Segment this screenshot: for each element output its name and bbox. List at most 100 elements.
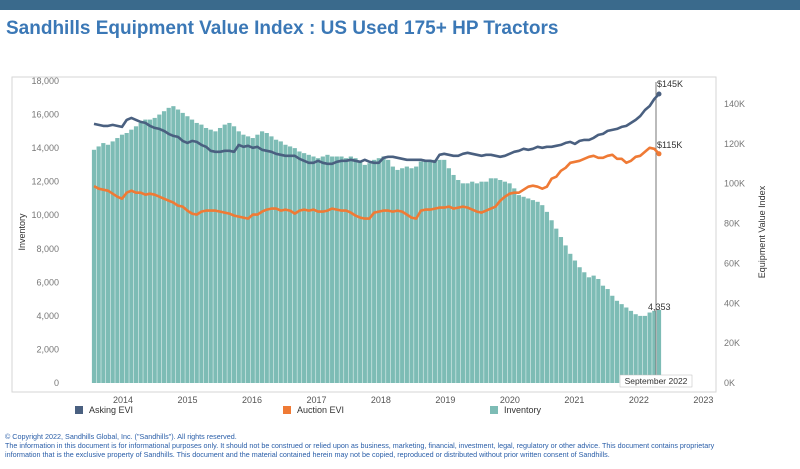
legend-inventory[interactable]: Inventory: [490, 405, 541, 415]
inventory-bar: [395, 169, 400, 383]
legend-asking-evi[interactable]: Asking EVI: [75, 405, 133, 415]
inventory-bar: [516, 195, 522, 383]
inventory-bar: [390, 166, 395, 383]
inventory-bar: [619, 304, 624, 383]
inventory-bar: [656, 309, 662, 383]
inventory-bar: [530, 200, 536, 383]
x-tick-label: 2017: [306, 395, 326, 405]
x-tick-label: 2020: [500, 395, 520, 405]
left-tick-label: 10,000: [31, 210, 59, 220]
legend-swatch-auction: [283, 406, 291, 414]
inventory-bar: [470, 181, 475, 383]
inventory-bar: [231, 126, 237, 384]
inventory-bar: [161, 111, 167, 383]
left-tick-label: 18,000: [31, 76, 59, 86]
inventory-bar: [358, 161, 363, 383]
auction-evi-line: [93, 146, 660, 220]
inventory-bar: [166, 107, 171, 383]
inventory-bar: [479, 181, 484, 383]
inventory-bar: [157, 114, 162, 383]
inventory-bar: [428, 159, 433, 383]
inventory-bar: [311, 156, 316, 383]
inventory-bar: [586, 277, 592, 383]
top-banner: [0, 0, 800, 10]
x-tick-label: 2018: [371, 395, 391, 405]
asking-evi-callout: $145K: [657, 79, 683, 89]
inventory-bar: [250, 138, 255, 383]
inventory-bar: [152, 117, 157, 383]
inventory-bar: [372, 159, 377, 383]
right-tick-label: 140K: [724, 99, 745, 109]
inventory-bar: [175, 109, 181, 384]
asking-evi-line: [93, 93, 660, 166]
inventory-bar: [549, 220, 554, 383]
page-title: Sandhills Equipment Value Index : US Use…: [6, 18, 559, 39]
inventory-bar: [512, 188, 517, 383]
inventory-bar: [320, 156, 325, 383]
left-tick-label: 0: [54, 378, 59, 388]
inventory-bar: [460, 183, 465, 383]
inventory-bar: [189, 119, 195, 383]
inventory-bar: [572, 260, 578, 383]
legend-auction-evi[interactable]: Auction EVI: [283, 405, 344, 415]
inventory-bar: [213, 131, 218, 383]
inventory-bar: [269, 136, 274, 383]
legend-label-asking: Asking EVI: [89, 405, 134, 415]
inventory-bar: [199, 124, 204, 384]
inventory-bar: [236, 131, 241, 383]
inventory-bar: [409, 168, 414, 383]
inventory-bar: [652, 310, 657, 383]
inventory-bar: [647, 312, 652, 383]
inventory-bar: [423, 159, 428, 383]
inventory-bar: [577, 267, 582, 383]
footer-line-1: © Copyright 2022, Sandhills Global, Inc.…: [5, 432, 237, 441]
legend-swatch-asking: [75, 406, 83, 414]
left-axis-label: Inventory: [17, 213, 27, 251]
inventory-bar: [255, 134, 260, 383]
inventory-bar: [297, 151, 302, 383]
legend-swatch-inventory: [490, 406, 498, 414]
inventory-bar: [633, 314, 638, 383]
inventory-bar: [217, 127, 223, 383]
right-axis-label: Equipment Value Index: [757, 185, 767, 278]
inventory-bar: [91, 149, 97, 383]
inventory-bar: [624, 307, 629, 383]
inventory-bar: [544, 211, 550, 383]
inventory-bar: [540, 205, 545, 383]
inventory-bar: [283, 144, 288, 383]
inventory-bar: [344, 158, 349, 383]
inventory-bar: [474, 183, 479, 383]
inventory-bar: [245, 136, 251, 383]
inventory-bar: [115, 138, 120, 383]
right-tick-label: 40K: [724, 298, 740, 308]
inventory-bar: [381, 156, 386, 383]
inventory-bar: [302, 153, 307, 383]
inventory-bar: [526, 198, 531, 383]
inventory-bar: [124, 133, 129, 383]
inventory-bar: [628, 310, 634, 383]
left-tick-label: 14,000: [31, 143, 59, 153]
inventory-bar: [194, 122, 199, 383]
copyright-footer: © Copyright 2022, Sandhills Global, Inc.…: [5, 432, 797, 459]
right-tick-label: 60K: [724, 258, 740, 268]
inventory-bar: [227, 122, 232, 383]
inventory-bar: [325, 154, 330, 383]
inventory-bar: [278, 141, 283, 383]
inventory-bar: [638, 315, 643, 383]
x-tick-label: 2015: [177, 395, 197, 405]
x-tick-label: 2021: [564, 395, 584, 405]
inventory-bar: [568, 253, 573, 383]
left-tick-label: 8,000: [36, 244, 59, 254]
inventory-bar: [316, 158, 321, 383]
inventory-callout: 4,353: [648, 302, 671, 312]
inventory-bar: [558, 237, 564, 383]
inventory-bar: [222, 124, 227, 384]
auction-evi-callout: $115K: [657, 140, 682, 150]
inventory-bar: [507, 183, 512, 383]
inventory-bar: [119, 134, 125, 383]
asking-evi-endpoint: [656, 91, 662, 97]
x-tick-label: 2016: [242, 395, 262, 405]
inventory-bar: [274, 139, 279, 383]
legend-label-inventory: Inventory: [504, 405, 542, 415]
